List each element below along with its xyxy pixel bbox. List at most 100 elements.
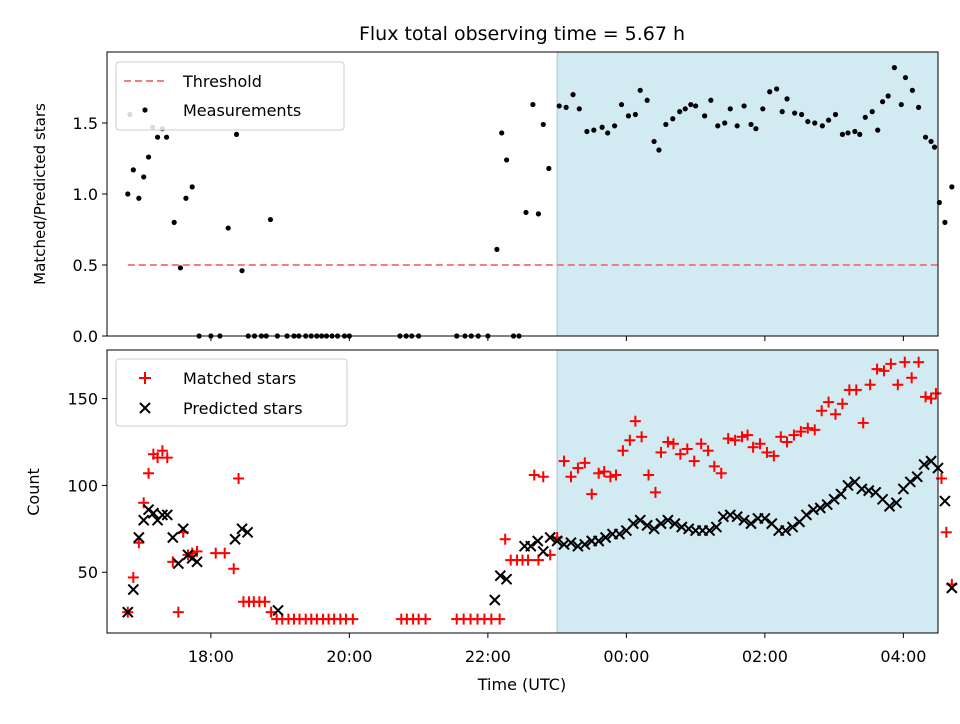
measurement-point bbox=[942, 219, 948, 225]
measurement-point bbox=[130, 167, 136, 173]
measurement-point bbox=[693, 103, 699, 109]
predicted-point bbox=[655, 517, 667, 530]
matched-point bbox=[528, 469, 540, 481]
predicted-point bbox=[167, 531, 179, 544]
matched-point bbox=[925, 393, 937, 405]
matched-point bbox=[885, 358, 897, 370]
predicted-point bbox=[731, 510, 743, 523]
matched-point bbox=[579, 457, 591, 469]
bottom-legend: Matched stars Predicted stars bbox=[115, 358, 348, 427]
predicted-point bbox=[532, 535, 544, 547]
measurement-point bbox=[902, 74, 909, 81]
matched-point bbox=[499, 533, 511, 545]
bottom-x-ticks: 18:00 20:00 22:00 00:00 02:00 04:00 bbox=[188, 633, 926, 666]
predicted-point bbox=[786, 521, 799, 533]
predicted-point bbox=[856, 483, 868, 495]
predicted-point bbox=[918, 458, 930, 471]
measurement-point bbox=[125, 191, 131, 197]
measurement-point bbox=[163, 134, 170, 140]
predicted-point bbox=[641, 519, 653, 532]
matched-point bbox=[742, 429, 754, 441]
predicted-point bbox=[161, 509, 173, 521]
predicted-point bbox=[676, 521, 688, 533]
measurement-point bbox=[916, 104, 922, 110]
legend-threshold-label: Threshold bbox=[182, 72, 262, 91]
matched-point bbox=[836, 398, 848, 410]
measurement-point bbox=[748, 121, 754, 128]
matched-point bbox=[265, 606, 277, 618]
measurement-point bbox=[141, 174, 147, 180]
measurement-point bbox=[767, 89, 773, 95]
matched-point bbox=[809, 424, 821, 436]
predicted-point bbox=[525, 540, 537, 552]
top-legend-frame bbox=[115, 61, 345, 131]
predicted-point bbox=[738, 514, 750, 526]
measurement-point bbox=[688, 101, 694, 108]
predicted-point bbox=[156, 509, 169, 521]
measurement-point bbox=[154, 134, 161, 140]
measurement-point bbox=[625, 113, 632, 119]
measurement-point bbox=[722, 120, 728, 126]
predicted-point bbox=[759, 512, 771, 525]
matched-point bbox=[610, 469, 622, 481]
measurement-point bbox=[819, 123, 825, 129]
measurement-point bbox=[530, 101, 536, 108]
matched-point bbox=[655, 446, 667, 458]
measurement-point bbox=[798, 111, 805, 118]
top-y-tick-label: 0.0 bbox=[73, 327, 98, 346]
top-y-ticks: 0.0 0.5 1.0 1.5 bbox=[73, 114, 107, 346]
measurement-points bbox=[125, 65, 955, 339]
predicted-point bbox=[648, 523, 660, 535]
matched-point bbox=[768, 450, 780, 462]
predicted-point bbox=[494, 569, 507, 582]
matched-point bbox=[172, 606, 184, 618]
predicted-point bbox=[172, 557, 185, 570]
matched-point bbox=[775, 431, 787, 443]
matched-point bbox=[228, 563, 240, 575]
legend-measurements-label: Measurements bbox=[183, 101, 301, 120]
matched-point bbox=[878, 365, 890, 377]
top-x-ticks bbox=[210, 336, 904, 341]
predicted-point bbox=[807, 504, 820, 516]
measurement-point bbox=[784, 96, 790, 102]
measurement-point bbox=[605, 130, 611, 136]
matched-point bbox=[864, 379, 876, 391]
measurement-point bbox=[857, 131, 863, 137]
predicted-point bbox=[147, 507, 160, 519]
matched-point bbox=[572, 462, 584, 474]
predicted-point bbox=[821, 498, 833, 511]
measurement-point bbox=[225, 225, 231, 231]
matched-point bbox=[598, 466, 610, 478]
measurement-point bbox=[702, 113, 708, 119]
measurement-point bbox=[805, 118, 811, 125]
matched-point bbox=[930, 387, 942, 399]
matched-point bbox=[688, 455, 700, 467]
predicted-point bbox=[814, 502, 826, 514]
measurement-point bbox=[670, 116, 676, 122]
bottom-y-tick-label: 150 bbox=[67, 390, 98, 409]
measurement-point bbox=[753, 126, 759, 132]
predicted-point bbox=[939, 495, 951, 507]
bottom-x-tick-label: 20:00 bbox=[326, 647, 372, 666]
matched-point bbox=[681, 443, 693, 455]
matched-point bbox=[558, 455, 570, 467]
matched-point bbox=[636, 431, 648, 443]
measurement-point bbox=[677, 109, 683, 115]
measurement-point bbox=[535, 211, 542, 217]
predicted-point bbox=[669, 517, 681, 530]
predicted-points bbox=[122, 455, 958, 618]
predicted-point bbox=[127, 583, 140, 596]
measurement-point bbox=[708, 97, 714, 103]
measurement-point bbox=[825, 117, 832, 123]
matched-point bbox=[708, 460, 720, 472]
measurement-point bbox=[599, 124, 605, 130]
measurement-point bbox=[792, 110, 798, 116]
predicted-point bbox=[191, 556, 203, 568]
predicted-point bbox=[863, 484, 875, 497]
legend-matched-swatch bbox=[139, 372, 151, 384]
predicted-point bbox=[500, 573, 513, 585]
matched-point bbox=[761, 446, 773, 458]
top-panel: 0.0 0.5 1.0 1.5 Flux total observing time =… bbox=[31, 23, 955, 346]
measurement-point bbox=[949, 184, 955, 190]
